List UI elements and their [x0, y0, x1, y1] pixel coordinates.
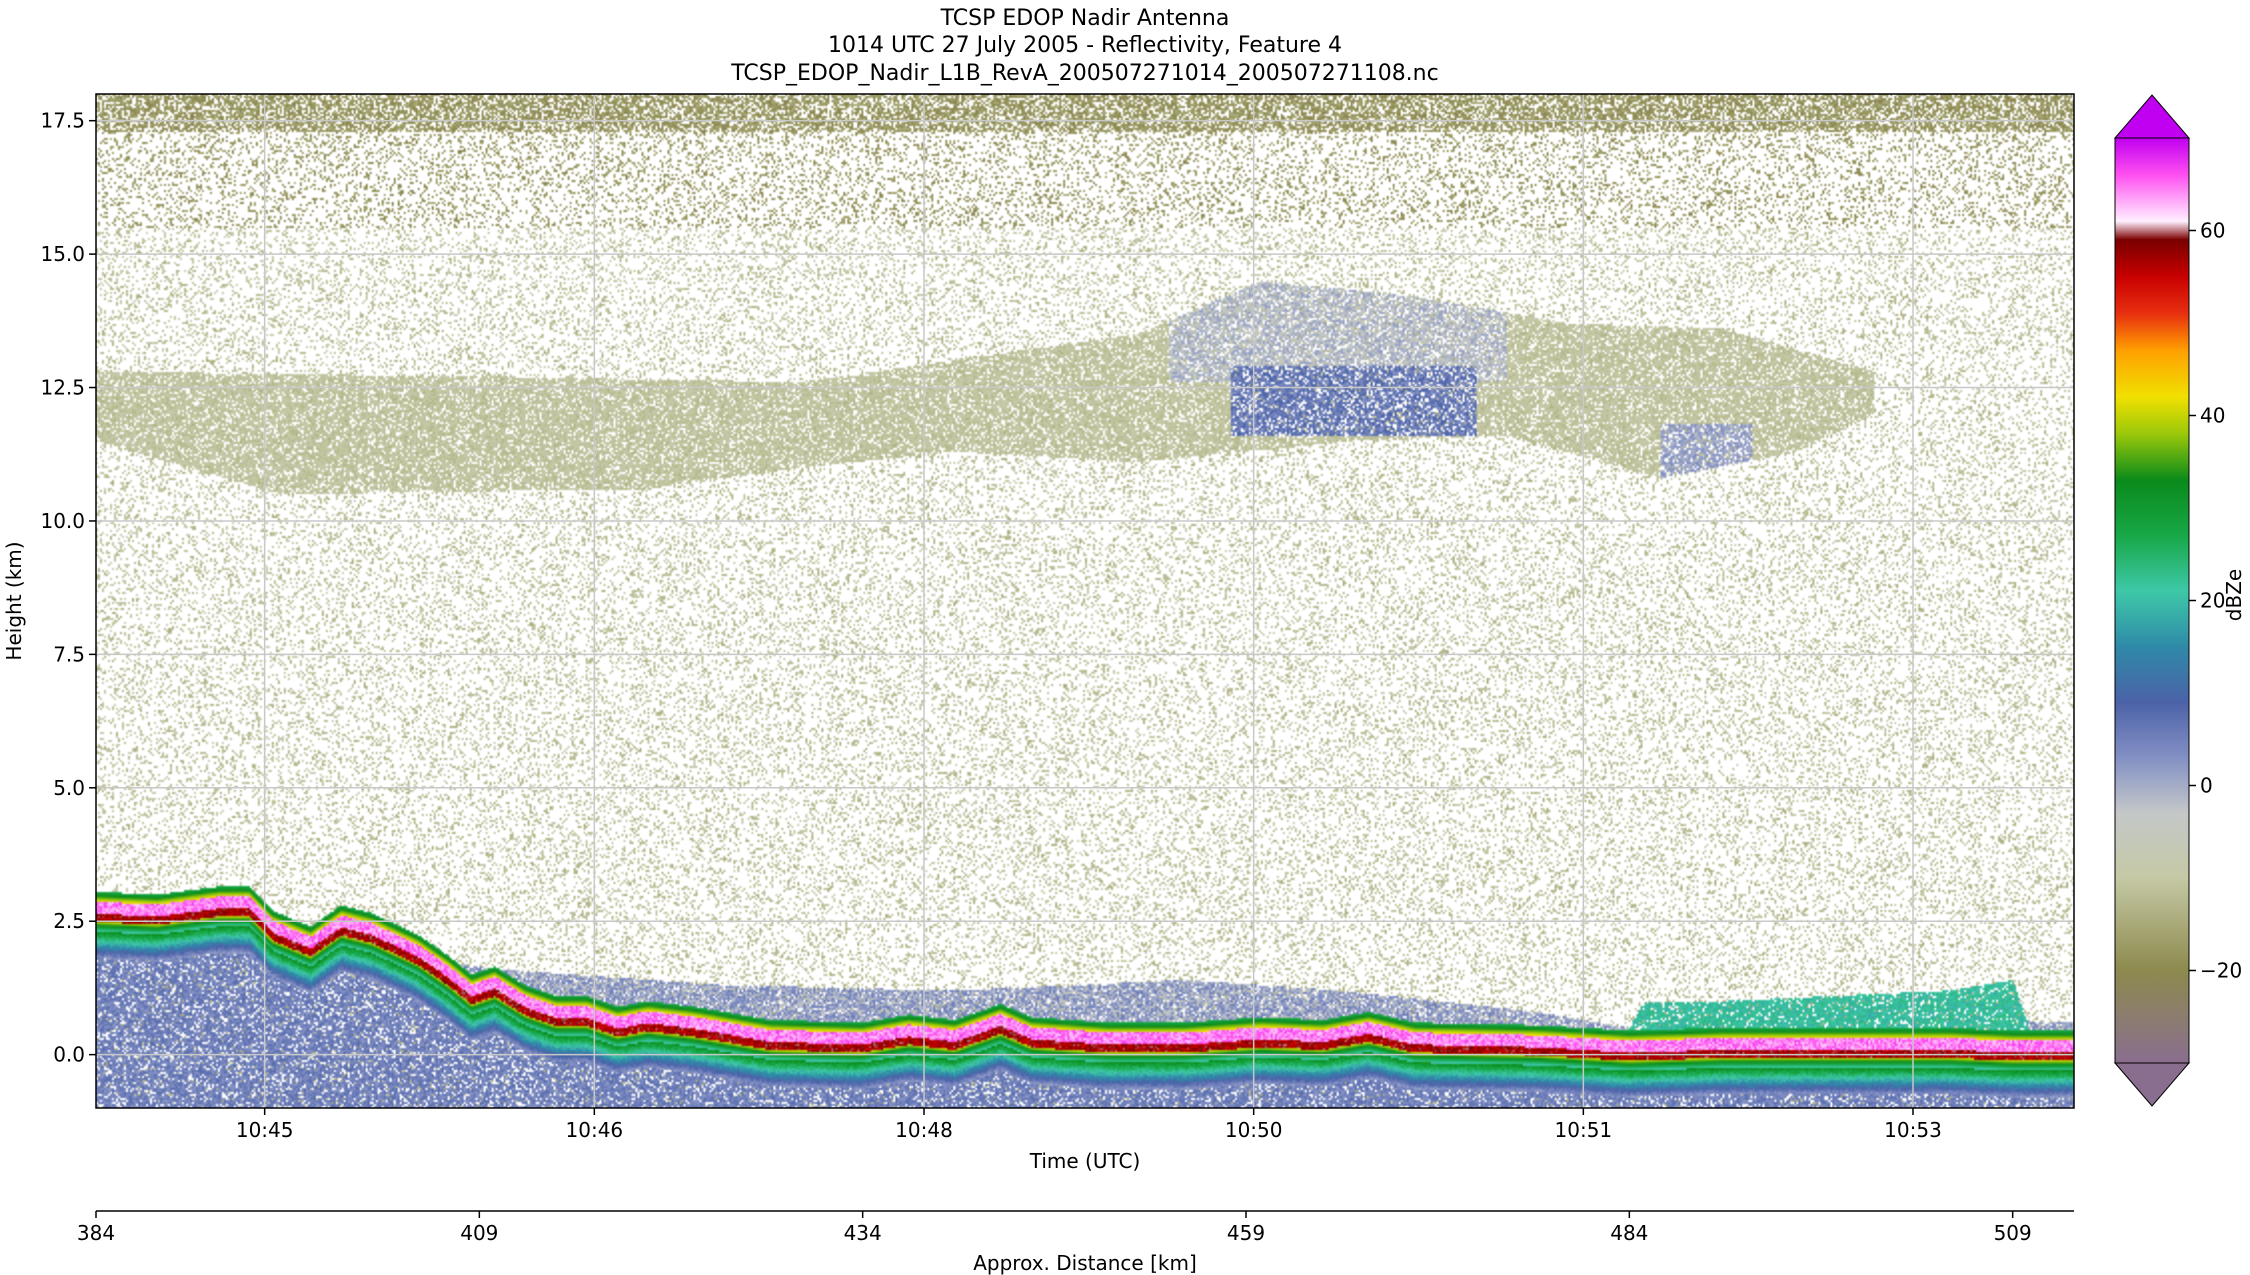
colorbar-bottom-extension [2113, 1062, 2191, 1107]
colorbar-label: dBZe [2222, 569, 2246, 621]
chart-title-line-1: TCSP EDOP Nadir Antenna [940, 6, 1230, 31]
x-tick-label: 10:53 [1884, 1118, 1942, 1142]
colorbar-ticks: −20 0 20 40 60 [2189, 219, 2242, 983]
reflectivity-heatmap [96, 94, 2074, 1108]
distance-tick-label: 484 [1610, 1221, 1648, 1245]
distance-tick-label: 384 [77, 1221, 115, 1245]
x-tick-label: 10:48 [895, 1118, 953, 1142]
colorbar-tick-label: 0 [2200, 774, 2213, 798]
x-axis-distance: 384 409 434 459 484 509 [77, 1211, 2032, 1245]
y-tick-label: 5.0 [53, 776, 85, 800]
colorbar-body [2114, 137, 2190, 1064]
y-tick-label: 15.0 [40, 242, 85, 266]
colorbar: −20 0 20 40 60 dBZe [2113, 94, 2246, 1107]
distance-tick-label: 434 [844, 1221, 882, 1245]
y-tick-label: 2.5 [53, 909, 85, 933]
y-tick-label: 10.0 [40, 509, 85, 533]
y-tick-label: 7.5 [53, 642, 85, 666]
colorbar-tick-label: −20 [2200, 959, 2242, 983]
x-tick-label: 10:45 [236, 1118, 294, 1142]
chart-title-line-2: 1014 UTC 27 July 2005 - Reflectivity, Fe… [828, 33, 1342, 58]
x-tick-label: 10:51 [1555, 1118, 1613, 1142]
x-axis-time: 10:45 10:46 10:48 10:50 10:51 10:53 [236, 1108, 1942, 1142]
y-axis: 0.0 2.5 5.0 7.5 10.0 12.5 15.0 17.5 [40, 109, 96, 1067]
distance-tick-label: 409 [460, 1221, 498, 1245]
distance-tick-label: 509 [1994, 1221, 2032, 1245]
chart-title-line-3: TCSP_EDOP_Nadir_L1B_RevA_200507271014_20… [730, 61, 1438, 86]
colorbar-tick-label: 40 [2200, 404, 2225, 428]
y-axis-label: Height (km) [2, 541, 26, 660]
plot-area [95, 93, 2075, 1109]
y-tick-label: 0.0 [53, 1043, 85, 1067]
distance-tick-label: 459 [1227, 1221, 1265, 1245]
distance-axis-label: Approx. Distance [km] [973, 1251, 1197, 1275]
colorbar-tick-label: 60 [2200, 219, 2225, 243]
colorbar-top-extension [2113, 94, 2191, 139]
y-tick-label: 17.5 [40, 109, 85, 133]
x-axis-label: Time (UTC) [1029, 1149, 1141, 1173]
x-tick-label: 10:50 [1225, 1118, 1283, 1142]
x-tick-label: 10:46 [566, 1118, 624, 1142]
plot-frame [95, 93, 2075, 1109]
grid-lines [96, 94, 2074, 1108]
y-tick-label: 12.5 [40, 376, 85, 400]
colorbar-tick-label: 20 [2200, 589, 2225, 613]
